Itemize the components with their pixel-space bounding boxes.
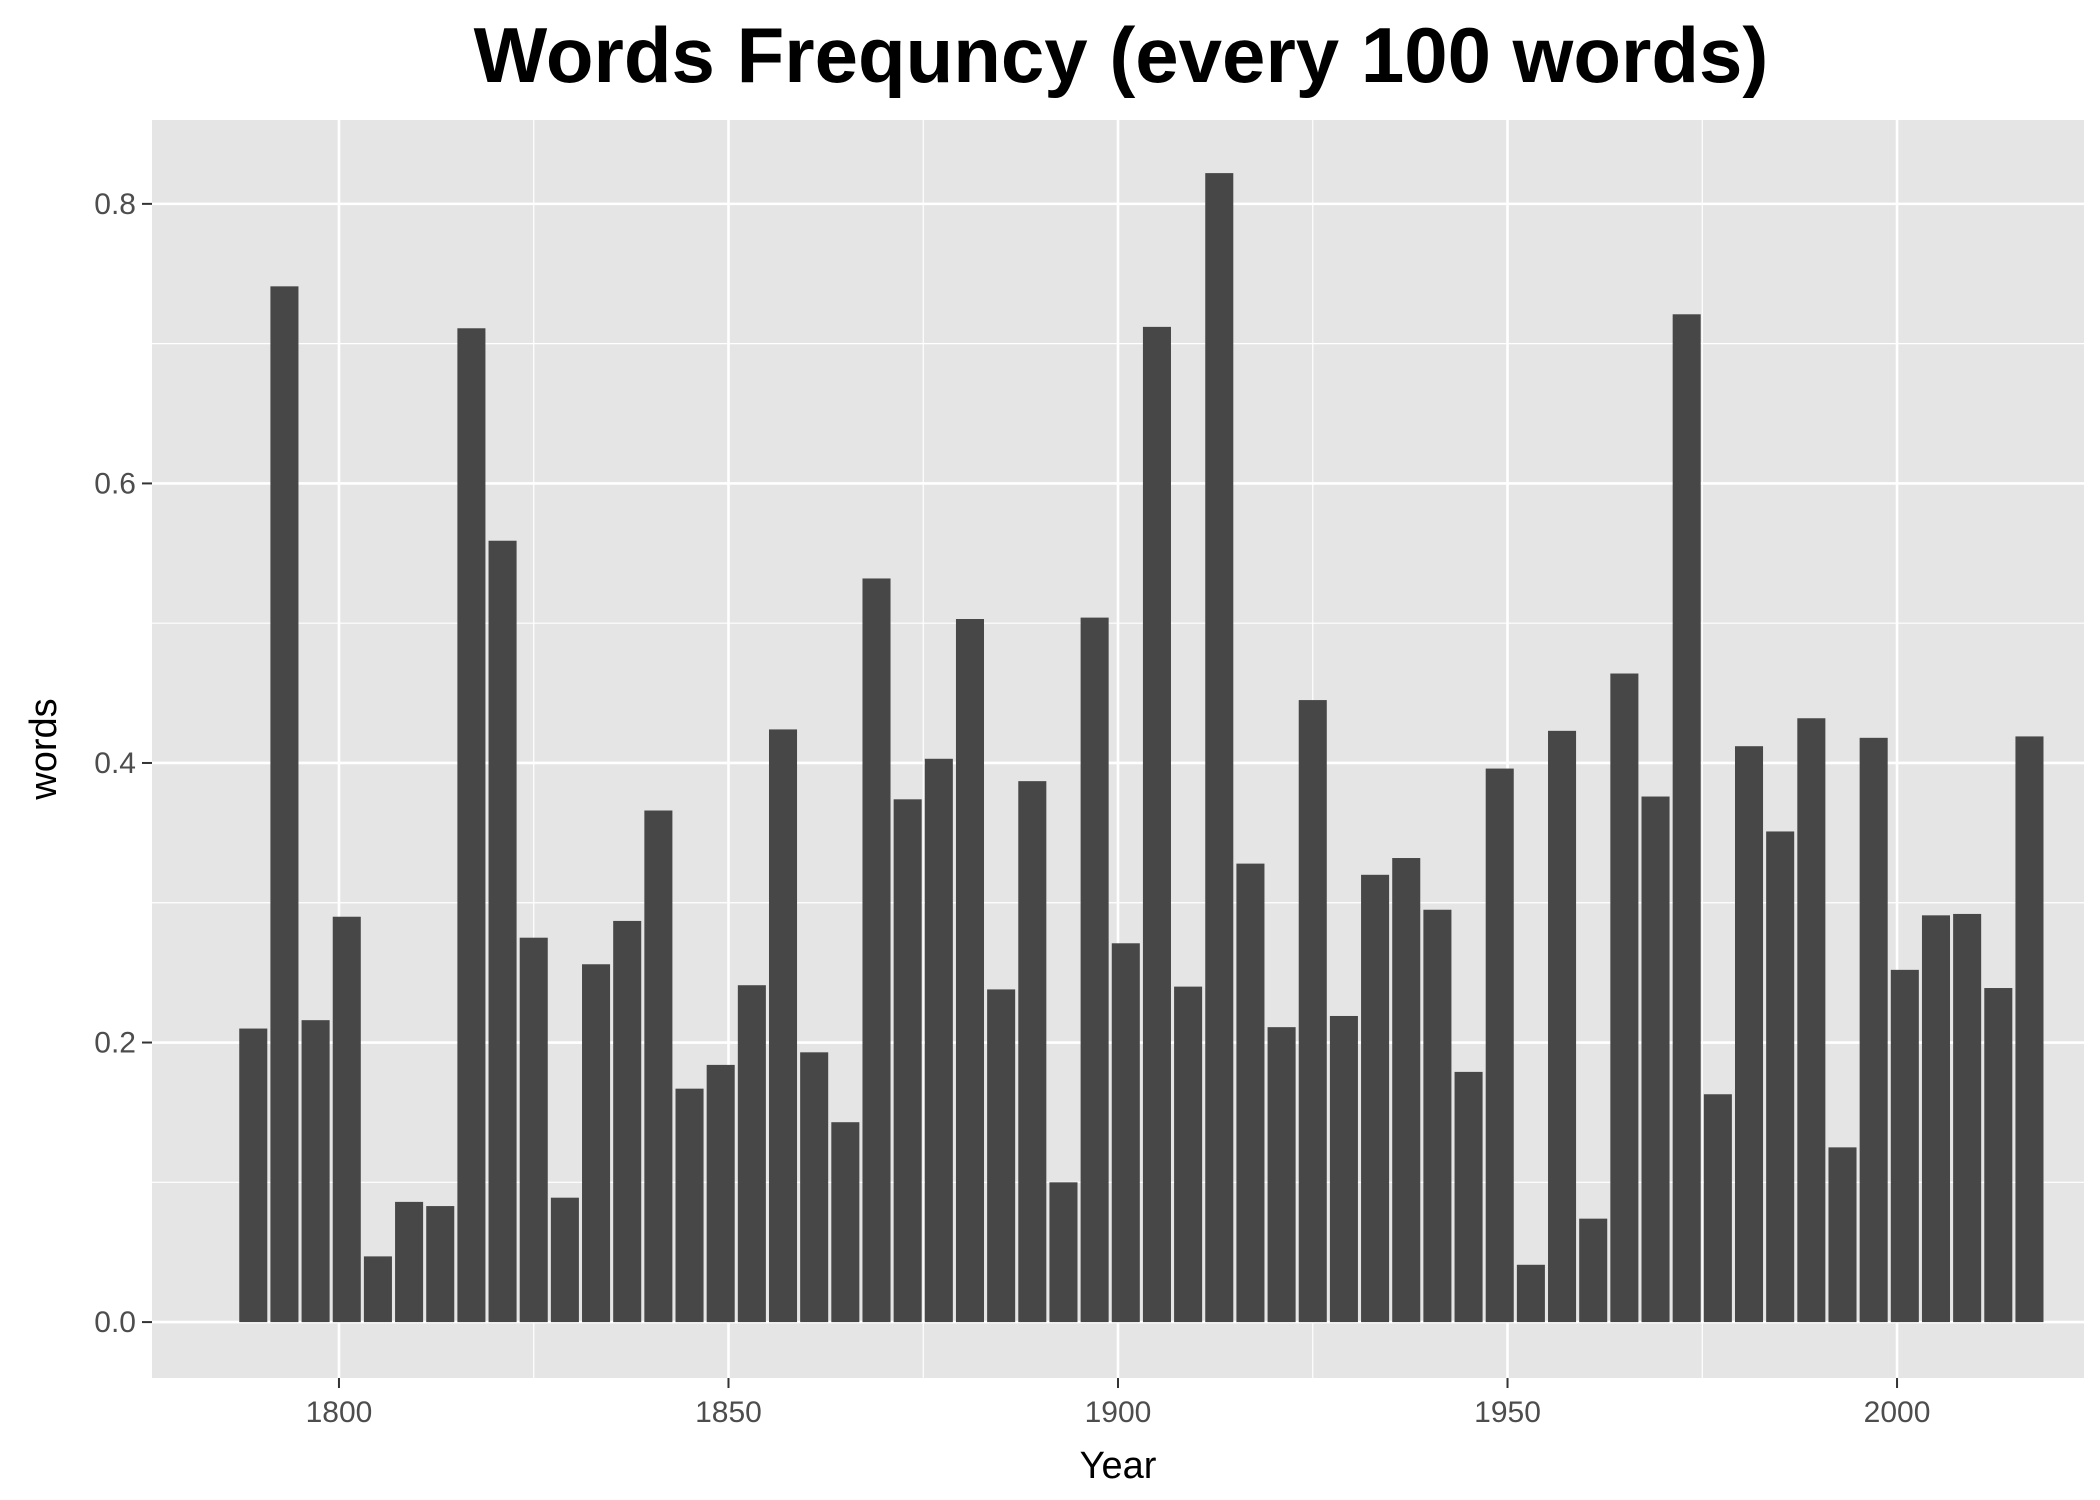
bar [1018,781,1047,1323]
bar [1205,173,1234,1323]
bars [239,173,2044,1323]
bar [1329,1015,1358,1323]
bar [1859,737,1888,1323]
x-axis-title: Year [1080,1445,1157,1487]
bar [519,937,548,1323]
bar [1734,746,1764,1323]
y-tick-label: 0.2 [94,1027,136,1060]
bar [768,729,798,1323]
bar [332,916,361,1323]
bar [862,578,891,1323]
bar [1610,673,1639,1323]
x-tick-label: 1900 [1085,1396,1152,1429]
x-axis: 1800 1850 1900 1950 2000 [306,1378,1931,1429]
bar [800,1052,829,1323]
bar [1641,796,1670,1323]
bar [457,328,486,1323]
bar [582,964,611,1323]
bar [301,1020,330,1323]
bar [488,540,517,1323]
bar [955,619,985,1323]
chart-title: Words Frequncy (every 100 words) [474,11,1769,99]
y-tick-label: 0.8 [94,188,136,221]
bar [1485,768,1514,1323]
y-axis-title: words [23,698,65,800]
bar [1142,326,1171,1323]
bar [987,989,1016,1323]
bar [893,799,922,1323]
bar [706,1064,735,1323]
y-axis: 0.0 0.2 0.4 0.6 0.8 [94,188,152,1339]
bar [363,1256,392,1323]
bar [426,1206,455,1323]
x-tick-label: 1850 [695,1396,762,1429]
bar [239,1028,268,1323]
bar [1890,969,1919,1323]
bar [550,1197,579,1323]
bar [1953,913,1982,1323]
y-tick-label: 0.4 [94,747,136,780]
bar [831,1122,860,1323]
bar [1080,617,1109,1323]
bar [1174,986,1203,1323]
bar [1579,1218,1608,1323]
bar [395,1201,424,1323]
bar [1267,1027,1296,1323]
bar [1423,909,1452,1323]
bar [1703,1094,1732,1323]
bar [1797,718,1826,1323]
y-tick-label: 0.0 [94,1306,136,1339]
y-tick-label: 0.6 [94,467,136,500]
x-tick-label: 1800 [306,1396,373,1429]
bar [737,985,766,1323]
bar [1516,1264,1545,1323]
bar [924,758,953,1323]
bar [644,810,673,1323]
bar [1361,874,1390,1323]
bar [2015,736,2044,1323]
bar [1392,858,1421,1323]
bar [270,286,299,1323]
bar [1828,1147,1857,1323]
bar [1548,730,1577,1323]
bar [1984,988,2013,1323]
bar [1049,1182,1078,1323]
x-tick-label: 1950 [1474,1396,1541,1429]
bar [1672,314,1701,1323]
bar [1766,831,1795,1323]
bar [1111,943,1140,1323]
bar [1454,1071,1483,1323]
bar [675,1088,704,1323]
bar [613,920,642,1323]
x-tick-label: 2000 [1864,1396,1931,1429]
bar [1921,915,1951,1323]
bar [1298,700,1327,1323]
bar [1236,863,1265,1323]
